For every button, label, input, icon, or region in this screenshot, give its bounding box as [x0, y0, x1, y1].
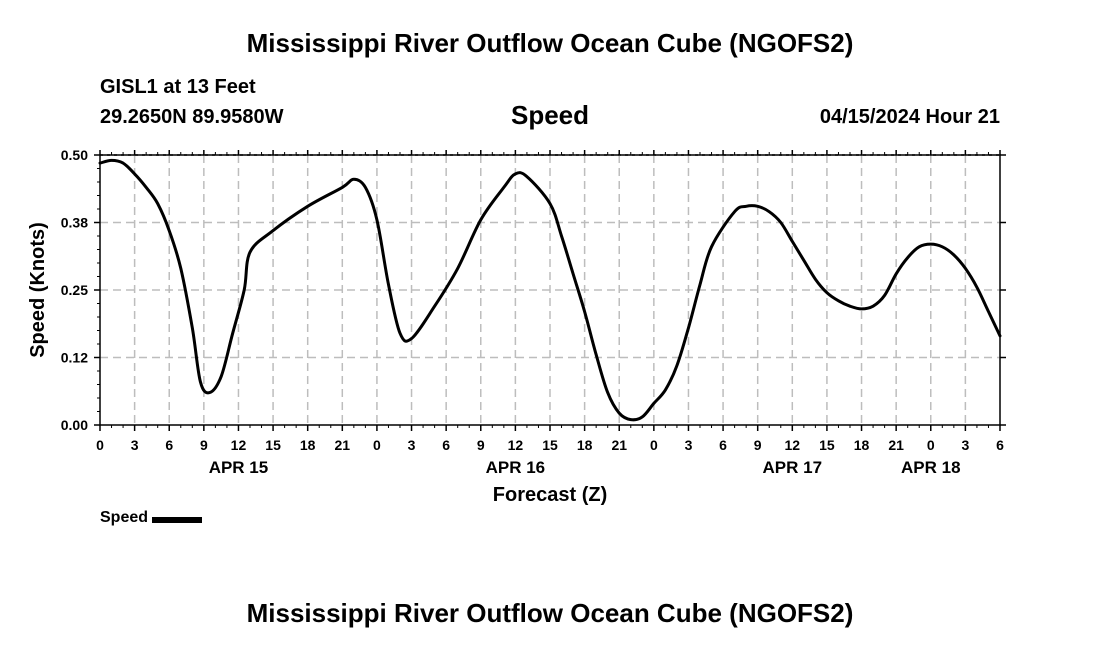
x-tick-label: 12 — [508, 437, 524, 453]
series-line-speed — [98, 158, 1002, 422]
x-tick-label: 3 — [131, 437, 139, 453]
y-tick-label: 0.12 — [61, 350, 88, 366]
x-tick-label: 0 — [927, 437, 935, 453]
x-tick-label: 18 — [854, 437, 870, 453]
x-tick-label: 15 — [819, 437, 835, 453]
date-label: APR 18 — [901, 458, 961, 477]
forecast-timestamp: 04/15/2024 Hour 21 — [819, 106, 1000, 128]
x-tick-label: 21 — [335, 437, 351, 453]
footer-title: Mississippi River Outflow Ocean Cube (NG… — [246, 598, 854, 628]
x-tick-label: 6 — [996, 437, 1004, 453]
x-tick-label: 3 — [408, 437, 416, 453]
x-axis-title: Forecast (Z) — [493, 484, 607, 506]
x-tick-label: 0 — [96, 437, 104, 453]
x-tick-label: 18 — [577, 437, 593, 453]
legend-swatch — [152, 516, 203, 523]
station-coordinates: 29.2650N 89.9580W — [100, 106, 284, 128]
x-tick-label: 12 — [231, 437, 247, 453]
x-tick-label: 3 — [961, 437, 969, 453]
x-tick-label: 15 — [265, 437, 281, 453]
x-tick-label: 18 — [300, 437, 316, 453]
x-tick-label: 3 — [685, 437, 693, 453]
grid-lines — [100, 154, 1000, 425]
x-tick-label: 6 — [442, 437, 450, 453]
x-tick-label: 15 — [542, 437, 558, 453]
legend-label: Speed — [100, 509, 149, 526]
date-label: APR 17 — [763, 458, 823, 477]
y-tick-label: 0.50 — [61, 147, 88, 163]
x-tick-label: 0 — [650, 437, 658, 453]
y-tick-label: 0.00 — [61, 417, 88, 433]
x-tick-label: 9 — [200, 437, 208, 453]
x-tick-label: 0 — [373, 437, 381, 453]
chart-subtitle: Speed — [510, 100, 590, 130]
x-tick-label: 21 — [611, 437, 627, 453]
axis-ticks — [94, 150, 1006, 431]
x-tick-label: 6 — [719, 437, 727, 453]
station-name: GISL1 at 13 Feet — [100, 76, 256, 98]
x-tick-label: 9 — [754, 437, 762, 453]
date-label: APR 16 — [486, 458, 546, 477]
x-tick-label: 21 — [888, 437, 904, 453]
axis-tick-labels: 0.00 0.12 0.25 0.38 0.50 0 3 6 9 12 15 18 21 0 3 6 9 12 15… — [61, 147, 1004, 477]
x-tick-label: 6 — [165, 437, 173, 453]
legend: Speed — [100, 509, 203, 527]
y-tick-label: 0.38 — [61, 215, 88, 231]
y-tick-label: 0.25 — [61, 282, 88, 298]
y-axis-title: Speed (Knots) — [27, 222, 49, 358]
date-label: APR 15 — [209, 458, 269, 477]
x-tick-label: 12 — [785, 437, 801, 453]
x-tick-label: 9 — [477, 437, 485, 453]
chart-main-title: Mississippi River Outflow Ocean Cube (NG… — [246, 28, 854, 58]
